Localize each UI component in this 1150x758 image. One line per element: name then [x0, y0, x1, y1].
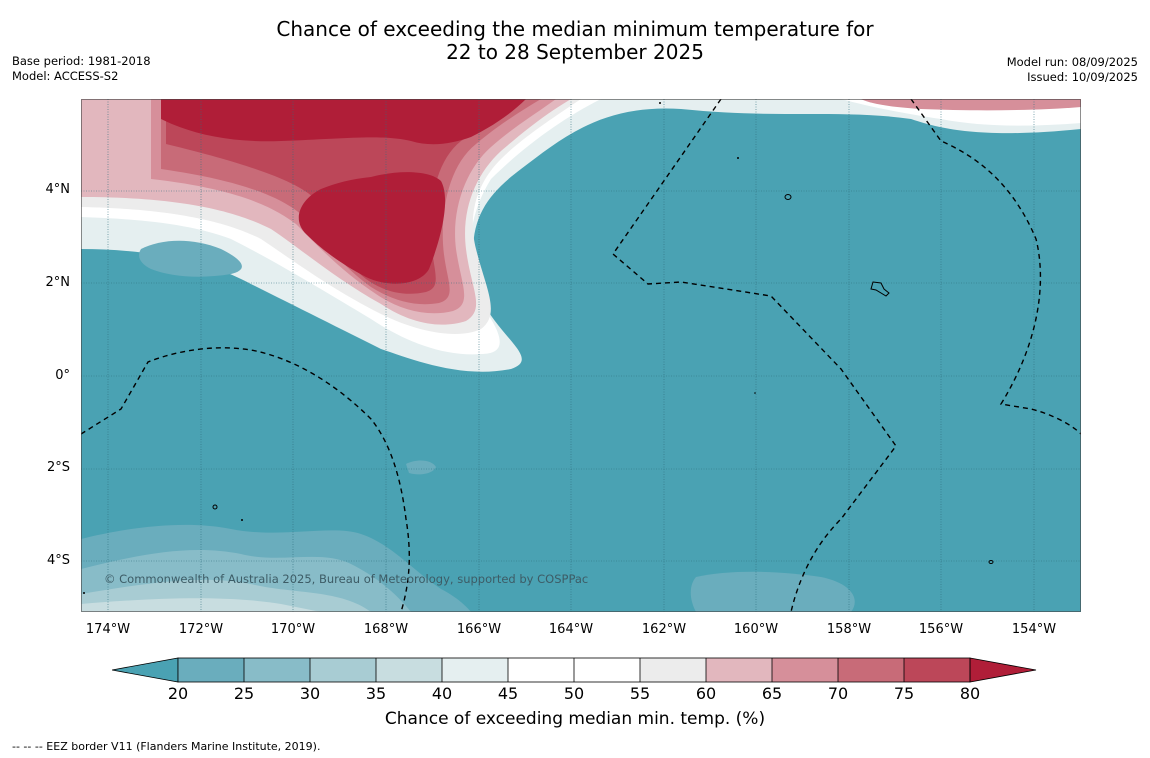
islands: [212, 194, 994, 564]
colorbar-arrow-low: [112, 657, 179, 683]
colorbar-band-70-75: [838, 658, 904, 682]
lat-label-2n: 2°N: [45, 275, 71, 290]
lon-label-154w: 154°W: [1011, 622, 1057, 637]
colorbar-band-30-35: [310, 658, 376, 682]
lon-label-158w: 158°W: [826, 622, 872, 637]
colorbar-band-45-50: [508, 658, 574, 682]
colorbar-tick-55: 55: [629, 684, 651, 703]
colorbar-band-35-40: [376, 658, 442, 682]
copyright-notice: © Commonwealth of Australia 2025, Bureau…: [104, 572, 589, 586]
colorbar-band-55-60: [640, 658, 706, 682]
colorbar-dividers: [243, 658, 905, 682]
meta-right: Model run: 08/09/2025 Issued: 10/09/2025: [1007, 55, 1138, 85]
colorbar-tick-25: 25: [233, 684, 255, 703]
colorbar-tick-65: 65: [761, 684, 783, 703]
colorbar-tick-75: 75: [893, 684, 915, 703]
graticule: [81, 99, 1081, 612]
lon-label-174w: 174°W: [85, 622, 131, 637]
forecast-map: [81, 99, 1081, 612]
title-line-2: 22 to 28 September 2025: [446, 40, 704, 64]
lat-label-4s: 4°S: [46, 553, 70, 568]
colorbar-tick-35: 35: [365, 684, 387, 703]
colorbar-arrow-high: [969, 657, 1037, 683]
colorbar-band-75-80: [904, 658, 970, 682]
meta-left: Base period: 1981-2018 Model: ACCESS-S2: [12, 54, 151, 84]
cool-patch-west: [139, 240, 242, 277]
colorbar-tick-50: 50: [563, 684, 585, 703]
map-title: Chance of exceeding the median minimum t…: [0, 18, 1150, 64]
lon-label-162w: 162°W: [641, 622, 687, 637]
lon-label-172w: 172°W: [178, 622, 224, 637]
island-dots: [83, 102, 756, 594]
base-period: Base period: 1981-2018: [12, 54, 151, 68]
colorbar-band-40-45: [442, 658, 508, 682]
colorbar-tick-80: 80: [959, 684, 981, 703]
red-core-central: [298, 172, 446, 284]
lon-label-156w: 156°W: [918, 622, 964, 637]
colorbar-band-65-70: [772, 658, 838, 682]
lon-label-170w: 170°W: [270, 622, 316, 637]
eez-legend-footnote: -- -- -- EEZ border V11 (Flanders Marine…: [12, 740, 321, 753]
colorbar-tick-40: 40: [431, 684, 453, 703]
issued-date: Issued: 10/09/2025: [1027, 70, 1138, 84]
colorbar-tick-60: 60: [695, 684, 717, 703]
lon-label-164w: 164°W: [548, 622, 594, 637]
colorbar-tick-70: 70: [827, 684, 849, 703]
lon-label-160w: 160°W: [733, 622, 779, 637]
warm-patch-top-right: [861, 99, 1081, 111]
colorbar-band-50-55: [574, 658, 640, 682]
colorbar: [112, 657, 1037, 683]
lat-label-2s: 2°S: [46, 460, 70, 475]
model-run: Model run: 08/09/2025: [1006, 55, 1138, 69]
lon-label-166w: 166°W: [456, 622, 502, 637]
colorbar-band-60-65: [706, 658, 772, 682]
cool-patch-south-central: [690, 571, 855, 612]
colorbar-band-25-30: [244, 658, 310, 682]
colorbar-label: Chance of exceeding median min. temp. (%…: [384, 709, 766, 729]
model-name: Model: ACCESS-S2: [12, 69, 119, 83]
colorbar-tick-20: 20: [167, 684, 189, 703]
eez-borders: [81, 99, 1081, 612]
lat-label-4n: 4°N: [45, 182, 71, 197]
lat-label-0: 0°: [55, 368, 70, 383]
cool-patch-south-west-4: [81, 598, 321, 612]
title-line-1: Chance of exceeding the median minimum t…: [276, 17, 874, 41]
cool-patch-small: [406, 460, 436, 475]
lon-label-168w: 168°W: [363, 622, 409, 637]
colorbar-tick-45: 45: [497, 684, 519, 703]
red-core-north: [161, 99, 526, 145]
colorbar-band-20-25: [178, 658, 244, 682]
colorbar-tick-30: 30: [299, 684, 321, 703]
